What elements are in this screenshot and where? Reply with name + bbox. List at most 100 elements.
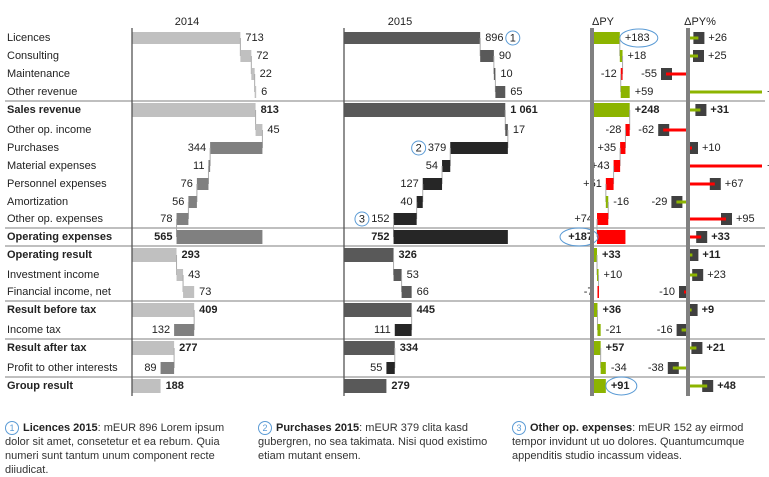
pin-head	[687, 249, 699, 261]
pct-label: -16	[657, 324, 673, 336]
value-label: -28	[606, 124, 622, 136]
bar-v2015	[480, 50, 494, 62]
row-label: Result after tax	[7, 342, 87, 354]
footnote-title: Other op. expenses	[530, 422, 633, 434]
row-label: Operating expenses	[7, 231, 112, 243]
row-label: Purchases	[7, 142, 59, 154]
value-label: 565	[154, 231, 172, 243]
value-label: 713	[245, 32, 263, 44]
row-label: Profit to other interests	[7, 362, 118, 374]
bar-v2014	[132, 379, 161, 393]
column-header: ΔPY	[592, 16, 615, 28]
value-label: 6	[261, 86, 267, 98]
row-label: Investment income	[7, 269, 99, 281]
bar-dpy	[592, 379, 606, 393]
bar-v2015	[393, 230, 508, 244]
callout-number-icon: 1	[5, 421, 19, 435]
callout-ellipse	[559, 227, 599, 247]
row-label: Personnel expenses	[7, 178, 107, 190]
callout-number: 1	[510, 32, 516, 44]
bar-dpy	[597, 286, 599, 298]
callout-circle	[411, 140, 427, 156]
value-label: +248	[635, 104, 660, 116]
pct-label: +95	[736, 213, 755, 225]
value-label: 78	[160, 213, 172, 225]
bar-v2015	[450, 142, 508, 154]
value-label: 73	[199, 286, 211, 298]
value-label: -21	[606, 324, 622, 336]
value-label: +59	[635, 86, 654, 98]
value-label: 54	[426, 160, 438, 172]
pct-label: +48	[717, 380, 736, 392]
bar-v2015	[416, 196, 423, 208]
bar-v2014	[251, 68, 255, 80]
value-label: 10	[500, 68, 512, 80]
value-label: 72	[256, 50, 268, 62]
footnote-text: : mEUR 152 ay eirmod tempor invidunt ut …	[512, 422, 745, 462]
bar-v2014	[160, 362, 175, 374]
value-label: 22	[260, 68, 272, 80]
bar-dpy	[619, 50, 623, 62]
bar-dpy	[620, 68, 623, 80]
bar-dpy	[597, 324, 601, 336]
pin-head	[686, 304, 698, 316]
bar-v2014	[183, 286, 195, 298]
bar-v2014	[208, 160, 211, 172]
bar-v2015	[344, 103, 506, 117]
value-label: 409	[199, 304, 217, 316]
pct-label: +9	[702, 304, 715, 316]
bar-v2015	[422, 178, 443, 190]
bar-dpy	[625, 124, 630, 136]
value-label: 752	[371, 231, 389, 243]
footnote-text: : mEUR 896 Lorem ipsum dolor sit amet, c…	[5, 422, 225, 476]
value-label: -12	[601, 68, 617, 80]
value-label: 65	[510, 86, 522, 98]
footnote-title: Licences 2015	[23, 422, 98, 434]
value-label: 334	[400, 342, 419, 354]
bar-v2015	[344, 379, 387, 393]
value-label: 896	[485, 32, 503, 44]
pct-label: +21	[706, 342, 725, 354]
bar-v2014	[255, 124, 263, 136]
pin-head	[693, 32, 705, 44]
pin-head	[695, 104, 707, 116]
value-label: +187	[568, 231, 593, 243]
bar-dpy	[592, 32, 620, 44]
bar-v2014	[176, 230, 263, 244]
value-label: +57	[606, 342, 625, 354]
bar-v2015	[344, 341, 395, 355]
bar-dpy	[620, 86, 630, 98]
pct-label: +10	[702, 142, 721, 154]
footnote-2: 2 Purchases 2015: mEUR 379 clita kasd gub…	[258, 421, 498, 463]
pct-label: +33	[711, 231, 730, 243]
value-label: 40	[400, 196, 412, 208]
bar-dpy	[597, 269, 599, 281]
bar-v2014	[196, 178, 209, 190]
bar-v2014	[188, 196, 197, 208]
pct-label: +11	[702, 249, 720, 261]
row-label: Other revenue	[7, 86, 77, 98]
value-label: 813	[261, 104, 279, 116]
pct-label: -38	[648, 362, 664, 374]
pct-label: +31	[710, 104, 729, 116]
bar-v2014	[176, 213, 189, 225]
footnote-1: 1 Licences 2015: mEUR 896 Lorem ipsum dol…	[5, 421, 245, 477]
row-label: Financial income, net	[7, 286, 111, 298]
bar-v2015	[401, 286, 412, 298]
bar-v2014	[210, 142, 263, 154]
callout-circle	[354, 211, 370, 227]
pct-label: -29	[651, 196, 667, 208]
bar-dpy	[605, 178, 614, 190]
value-label: 17	[513, 124, 525, 136]
bar-dpy	[605, 196, 609, 208]
callout-circle	[505, 30, 521, 46]
callout-ellipse	[605, 376, 638, 396]
bar-v2014	[132, 103, 256, 117]
bar-v2015	[344, 303, 412, 317]
bar-v2015	[495, 86, 506, 98]
value-label: 55	[370, 362, 382, 374]
row-label: Income tax	[7, 324, 61, 336]
bar-v2015	[505, 124, 508, 136]
row-label: Result before tax	[7, 304, 97, 316]
